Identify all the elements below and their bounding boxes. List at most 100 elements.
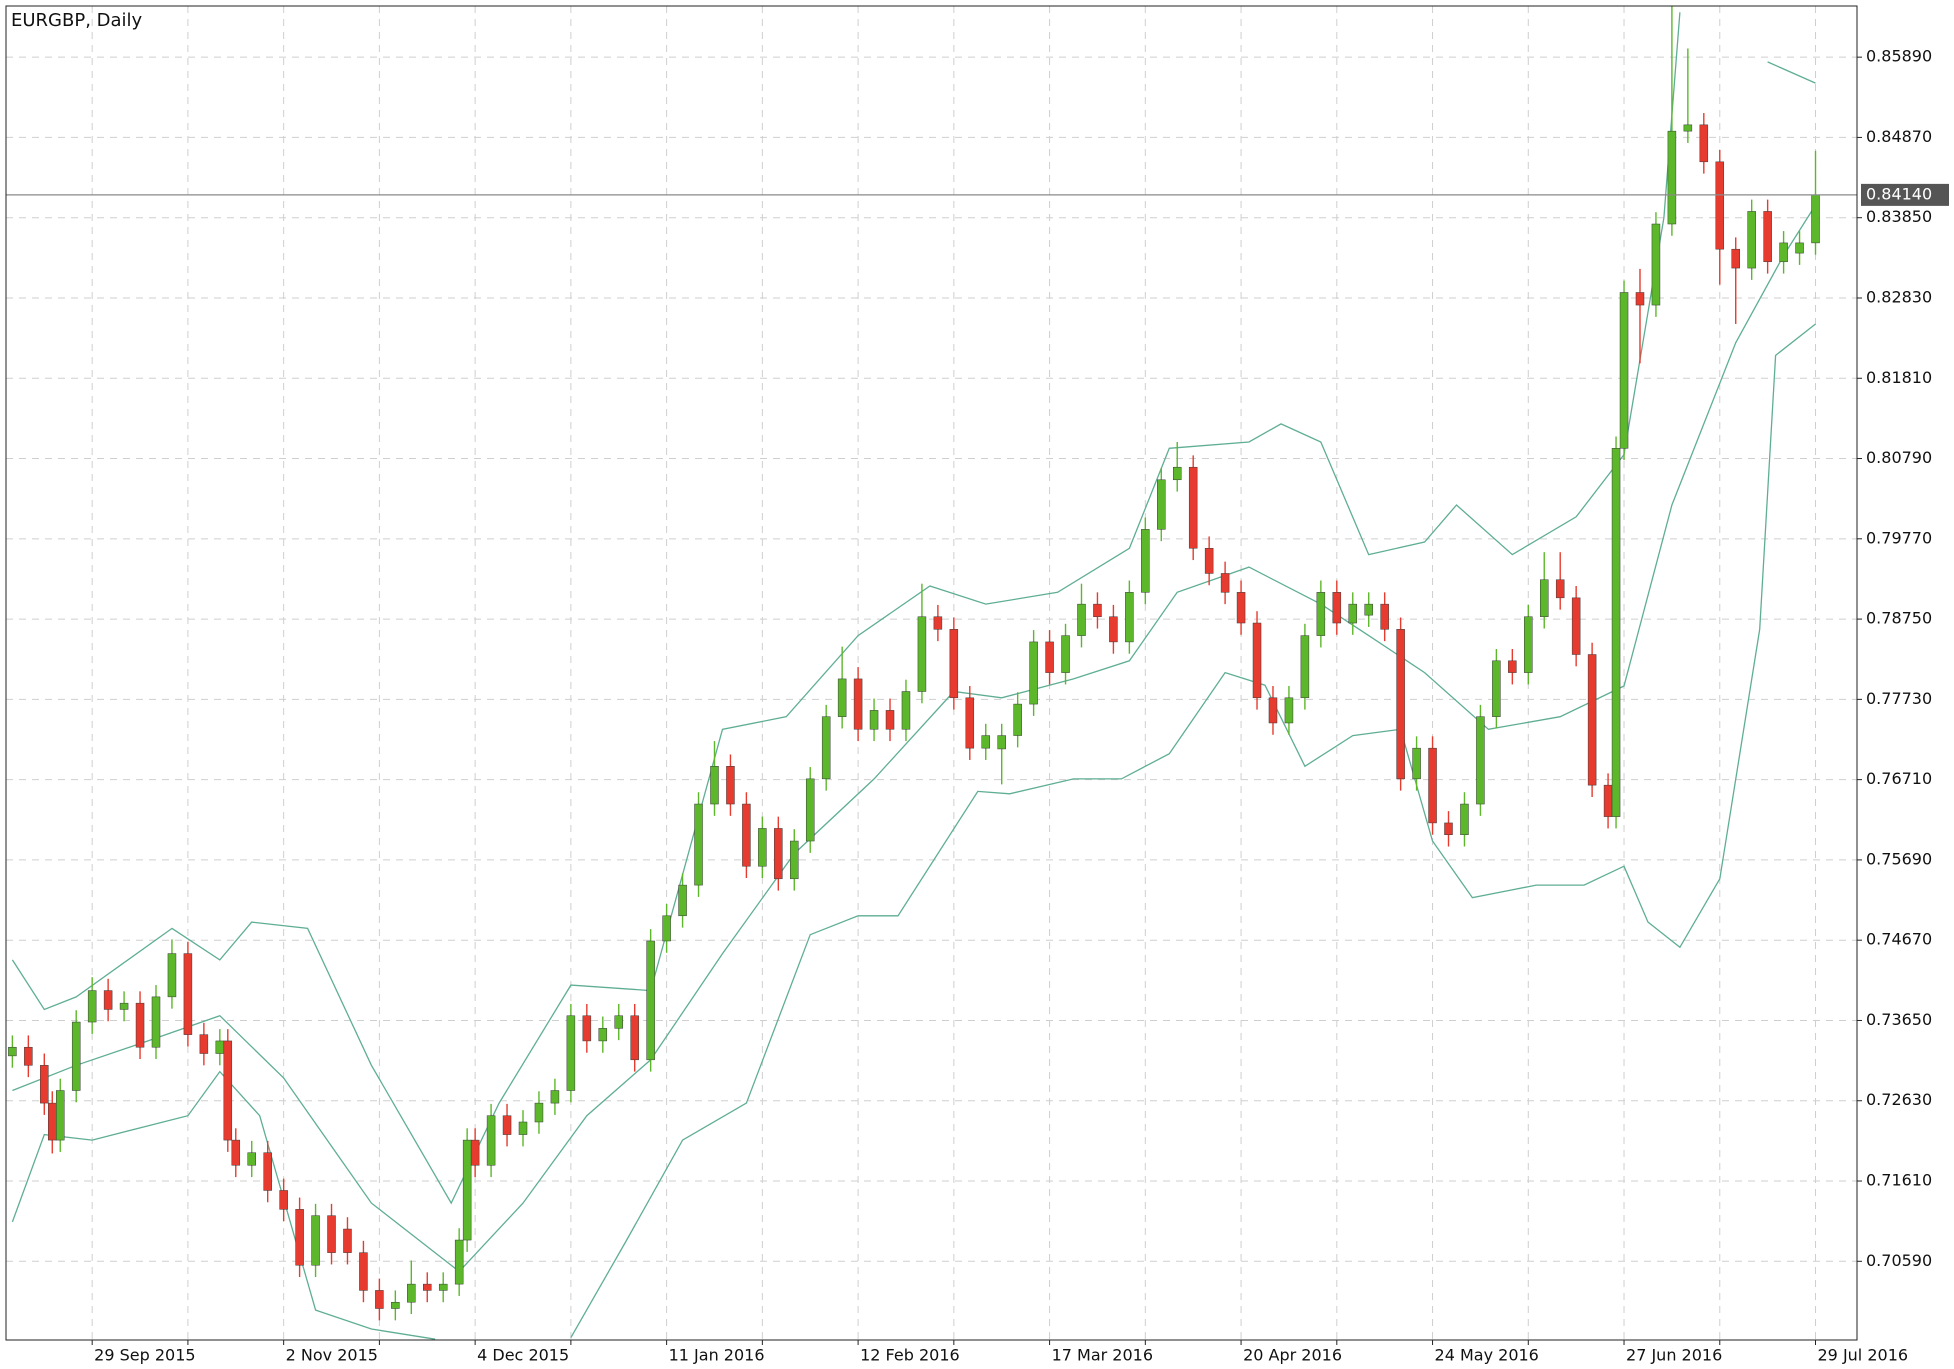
x-tick-label: 29 Jul 2016 [1818, 1346, 1909, 1365]
candle-body [215, 1040, 225, 1054]
band-line [11, 323, 1816, 1340]
candle-body [438, 1283, 448, 1291]
candle-body [694, 803, 703, 886]
candle-body [646, 940, 655, 1061]
candle-body [1571, 597, 1581, 655]
y-tick-label: 0.85890 [1866, 47, 1932, 66]
candle-body [502, 1115, 512, 1135]
plot-frame [5, 5, 1858, 1341]
candle-body [1779, 242, 1788, 263]
candle-body [981, 735, 991, 749]
y-tick-label: 0.84870 [1866, 127, 1932, 146]
candle-body [821, 716, 831, 780]
candle-body [1611, 448, 1621, 817]
y-tick-label: 0.75690 [1866, 849, 1932, 868]
band-line [11, 12, 1816, 1205]
candle-body [805, 778, 815, 842]
y-tick-label: 0.83850 [1866, 207, 1932, 226]
bands [11, 12, 1817, 1340]
candle-body [183, 953, 193, 1035]
y-tick-label: 0.79770 [1866, 528, 1932, 547]
candle-body [1300, 635, 1310, 699]
candle-body [885, 710, 895, 730]
current-price-label: 0.84140 [1866, 184, 1932, 203]
x-tick-label: 20 Apr 2016 [1243, 1346, 1342, 1365]
candle-body [1157, 479, 1166, 530]
candle-body [1763, 211, 1772, 263]
candle-body [247, 1152, 256, 1166]
candle-body [135, 1002, 145, 1048]
candle-body [1045, 641, 1054, 673]
candle-body [231, 1139, 241, 1166]
y-tick-label: 0.76710 [1866, 769, 1932, 788]
candle-body [40, 1065, 49, 1104]
grid [6, 6, 1857, 1340]
candle-body [933, 616, 943, 630]
candle-body [1651, 223, 1661, 306]
x-tick-label: 11 Jan 2016 [669, 1346, 765, 1365]
candle-body [263, 1152, 272, 1191]
candle-body [965, 697, 975, 749]
candle-body [630, 1015, 639, 1061]
chart-title: EURGBP, Daily [11, 10, 143, 31]
candle-body [1125, 592, 1134, 643]
candle-body [710, 766, 719, 805]
candle-body [758, 828, 767, 867]
candle-body [1077, 603, 1086, 636]
candle-body [1508, 660, 1517, 673]
candle-body [614, 1015, 623, 1029]
candle-body [279, 1190, 288, 1210]
candle-body [1811, 194, 1820, 244]
candle-body [790, 840, 799, 880]
candle-body [327, 1215, 336, 1253]
y-tick-label: 0.77730 [1866, 689, 1932, 708]
candle-body [1204, 548, 1214, 574]
candle-body [1603, 784, 1613, 817]
candle-body [48, 1102, 57, 1141]
candle-body [1715, 161, 1725, 250]
candle-body [1316, 592, 1326, 636]
candle-body [1380, 603, 1389, 630]
y-tick-label: 0.82830 [1866, 287, 1932, 306]
candle-body [853, 678, 863, 730]
candle-body [1029, 641, 1038, 705]
candle-body [869, 710, 879, 730]
candle-body [1667, 130, 1677, 225]
y-tick-label: 0.81810 [1866, 368, 1932, 387]
candle-body [1492, 660, 1501, 717]
candle-body [87, 990, 97, 1023]
candle-body [1172, 466, 1182, 481]
y-tick-label: 0.72630 [1866, 1090, 1932, 1109]
candle-body [1587, 654, 1597, 786]
candle-body [1013, 703, 1022, 736]
candle-body [1141, 529, 1150, 593]
candle-body [1268, 697, 1278, 724]
candle-body [295, 1209, 304, 1266]
candle-body [1252, 622, 1262, 699]
candles [8, 6, 1820, 1321]
y-tick-label: 0.74670 [1866, 930, 1932, 949]
candle-body [1731, 248, 1740, 269]
candle-body [151, 996, 161, 1048]
x-tick-label: 27 Jun 2016 [1626, 1346, 1722, 1365]
candle-body [359, 1252, 368, 1291]
candle-body [103, 990, 113, 1010]
candle-body [550, 1090, 560, 1104]
candle-body [566, 1015, 576, 1091]
y-tick-label: 0.71610 [1866, 1171, 1932, 1190]
x-tick-label: 17 Mar 2016 [1052, 1346, 1153, 1365]
candle-body [407, 1283, 416, 1303]
x-tick-label: 2 Nov 2015 [286, 1346, 378, 1365]
candle-body [1396, 629, 1405, 780]
candle-body [1412, 747, 1421, 780]
candle-body [343, 1228, 352, 1253]
y-tick-label: 0.78750 [1866, 609, 1932, 628]
candle-body [311, 1215, 320, 1266]
y-tick-label: 0.73650 [1866, 1010, 1932, 1029]
candle-body [1220, 573, 1230, 593]
candle-body [486, 1115, 496, 1166]
candle-body [1747, 211, 1756, 269]
candle-body [1699, 124, 1709, 163]
candle-body [391, 1301, 400, 1309]
